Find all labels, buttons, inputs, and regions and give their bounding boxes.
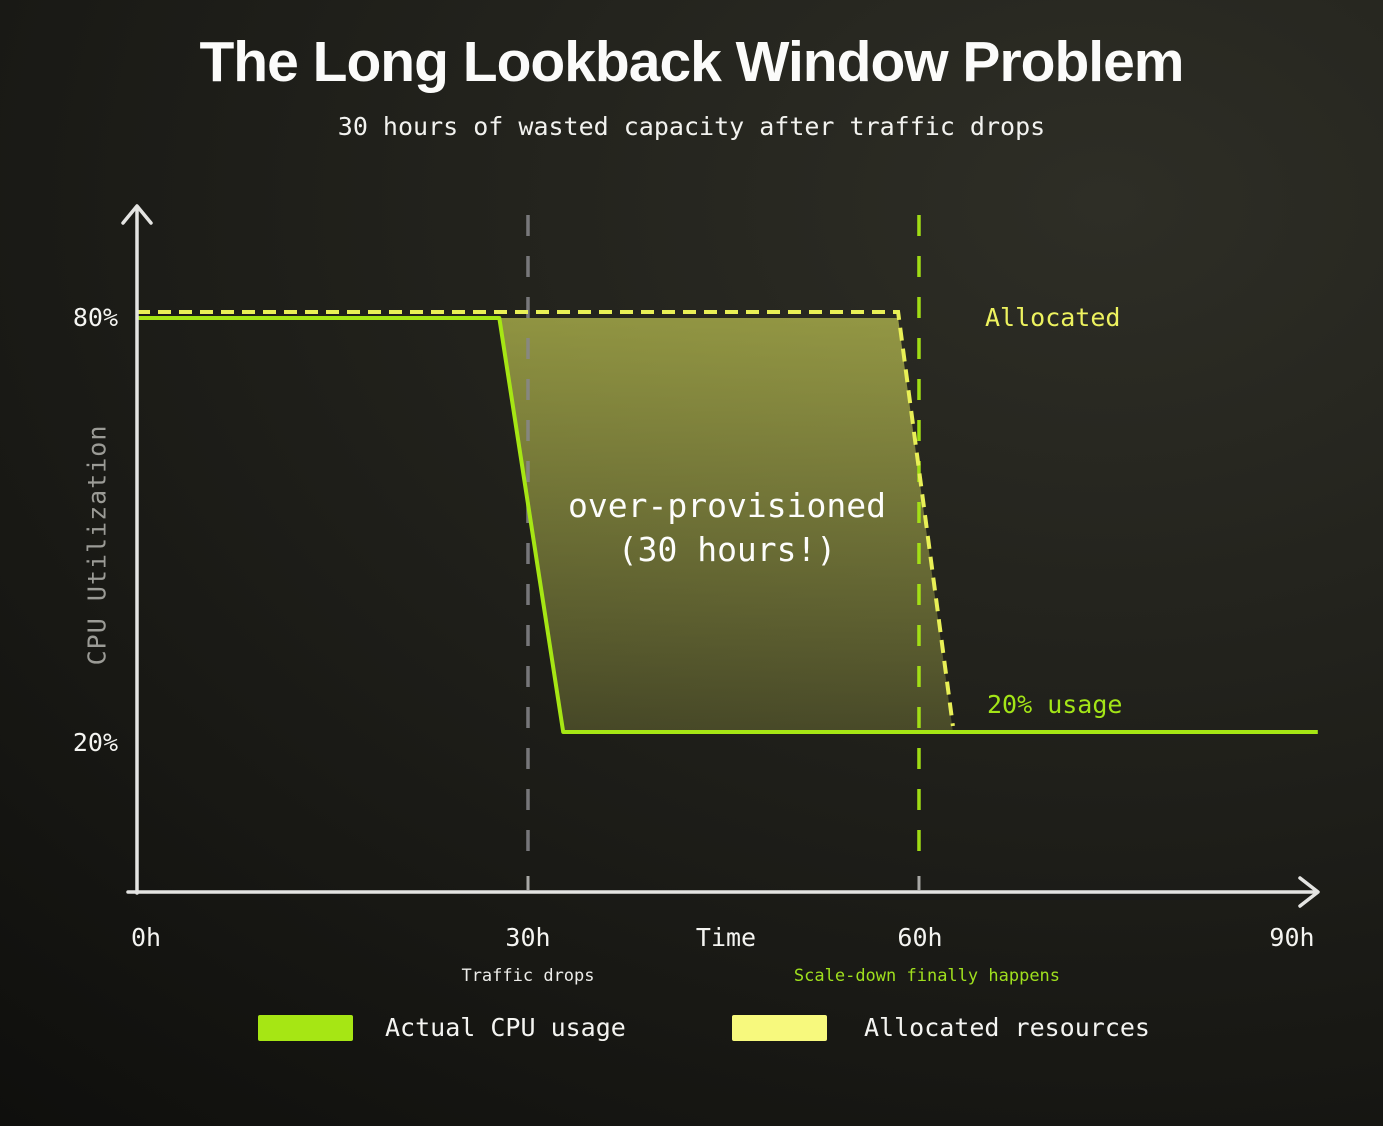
- region-label-line1: over-provisioned: [568, 486, 886, 525]
- allocated-resources-line: [137, 310, 955, 727]
- annotation-allocated: Allocated: [985, 303, 1121, 332]
- x-tick-label-30h: 30h: [505, 923, 551, 952]
- chart-subtitle: 30 hours of wasted capacity after traffi…: [337, 112, 1046, 141]
- y-tick-label-20: 20%: [72, 728, 118, 757]
- over-provisioned-region: [499, 318, 953, 732]
- annotation-20-usage: 20% usage: [987, 690, 1123, 719]
- chart-title: The Long Lookback Window Problem: [199, 30, 1184, 94]
- marker-caption-scale-down: Scale-down finally happens: [793, 966, 1061, 986]
- legend-swatch-actual-cpu: [258, 1015, 353, 1041]
- x-axis-title: Time: [695, 923, 757, 952]
- legend-swatch-allocated: [732, 1015, 827, 1041]
- x-tick-label-0h: 0h: [130, 923, 162, 952]
- legend-label-actual-cpu: Actual CPU usage: [385, 1013, 626, 1042]
- y-axis-label: CPU Utilization: [82, 424, 112, 666]
- marker-caption-traffic-drops: Traffic drops: [461, 966, 595, 986]
- y-tick-label-80: 80%: [72, 303, 118, 332]
- x-tick-label-60h: 60h: [897, 923, 943, 952]
- region-label-line2: (30 hours!): [617, 530, 837, 569]
- legend-label-allocated: Allocated resources: [864, 1013, 1150, 1042]
- axes: [121, 204, 1320, 908]
- x-tick-label-90h: 90h: [1269, 923, 1315, 952]
- x-axis-arrow-icon: [1298, 876, 1320, 908]
- actual-cpu-usage-line: [137, 316, 1318, 734]
- y-axis-arrow-icon: [121, 204, 153, 225]
- region-label: over-provisioned (30 hours!): [568, 484, 886, 572]
- axis-tick-marks: [526, 876, 921, 890]
